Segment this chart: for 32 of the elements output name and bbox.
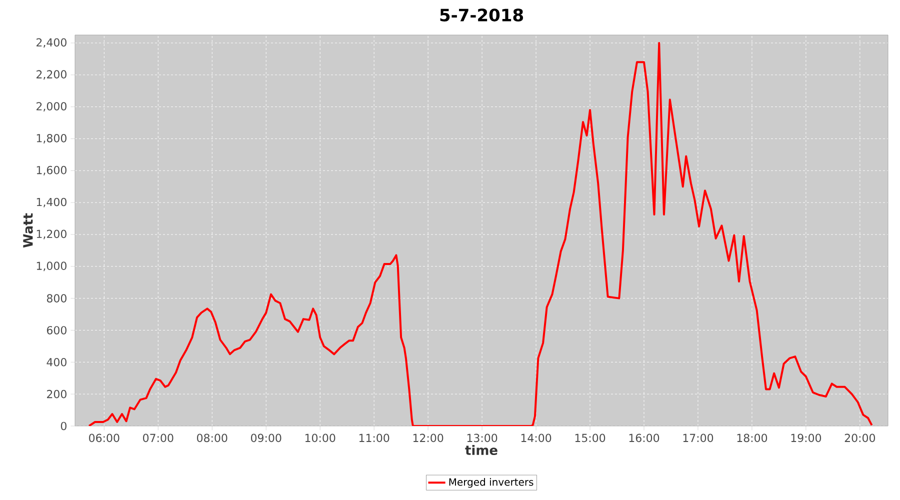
y-tick-label: 2,200 — [36, 70, 66, 80]
x-tick-label: 18:00 — [737, 434, 768, 442]
y-tick-label: 400 — [46, 358, 66, 366]
x-tick-label: 09:00 — [250, 434, 282, 442]
x-tick-label: 07:00 — [143, 434, 174, 442]
y-tick-label: 1,200 — [36, 230, 66, 240]
y-tick-label: 800 — [46, 294, 66, 302]
y-tick-label: 1,800 — [36, 134, 66, 144]
x-axis-title: time — [465, 444, 498, 456]
y-tick-label: 0 — [60, 422, 66, 430]
x-tick-label: 12:00 — [413, 434, 444, 442]
x-tick-label: 19:00 — [791, 434, 822, 442]
y-tick-label: 2,400 — [36, 38, 66, 48]
y-tick-label: 200 — [47, 390, 66, 398]
x-tick-label: 17:00 — [683, 434, 714, 442]
y-tick-label: 1,000 — [36, 262, 66, 272]
chart-title: 5-7-2018 — [440, 8, 524, 22]
x-tick-label: 13:00 — [467, 434, 498, 442]
x-tick-label: 11:00 — [359, 434, 390, 442]
legend-label: Merged inverters — [449, 478, 534, 488]
x-tick-label: 16:00 — [629, 434, 660, 442]
y-axis-title: Watt — [23, 213, 33, 248]
y-tick-label: 2,000 — [36, 102, 66, 112]
x-tick-label: 10:00 — [305, 434, 336, 442]
x-tick-label: 15:00 — [575, 434, 606, 442]
x-tick-label: 08:00 — [197, 434, 228, 442]
x-tick-label: 14:00 — [521, 434, 552, 442]
x-tick-label: 20:00 — [844, 434, 876, 442]
y-tick-label: 600 — [46, 326, 66, 334]
y-tick-label: 1,400 — [36, 198, 66, 208]
x-tick-label: 06:00 — [89, 434, 120, 442]
y-tick-label: 1,600 — [36, 166, 66, 176]
